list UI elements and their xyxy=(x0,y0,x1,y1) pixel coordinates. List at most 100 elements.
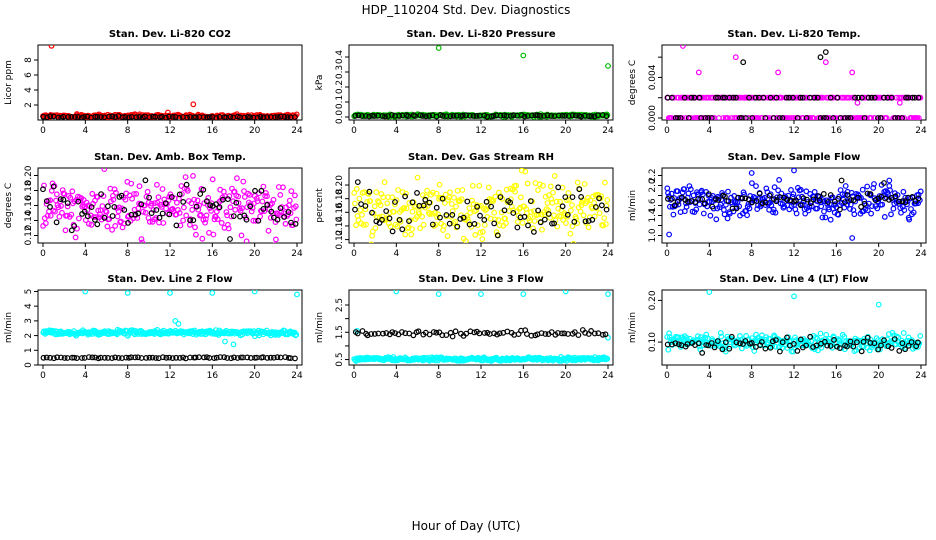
data-point xyxy=(112,222,119,229)
data-point xyxy=(197,191,204,197)
data-point xyxy=(190,172,196,179)
x-tick-label: 0 xyxy=(40,249,46,259)
data-point xyxy=(114,213,121,220)
data-point xyxy=(722,193,728,200)
data-point xyxy=(178,191,185,197)
data-point xyxy=(836,345,843,352)
data-point xyxy=(197,211,204,218)
data-point xyxy=(351,189,358,196)
data-point xyxy=(858,194,864,201)
data-point xyxy=(162,200,169,207)
data-point xyxy=(720,340,726,347)
data-point xyxy=(101,168,108,172)
data-point xyxy=(911,94,918,101)
data-point xyxy=(851,211,858,218)
outlier-point xyxy=(393,290,400,295)
data-point xyxy=(213,201,220,208)
data-point xyxy=(98,114,104,120)
y-axis-label: kPa xyxy=(315,75,325,91)
data-point xyxy=(81,114,87,120)
points-group xyxy=(40,168,300,243)
data-point xyxy=(419,113,426,119)
data-point xyxy=(507,185,514,192)
data-point xyxy=(168,194,175,200)
data-point xyxy=(717,330,724,336)
data-point xyxy=(104,203,111,210)
data-point xyxy=(194,197,201,204)
outlier-point xyxy=(124,290,131,296)
data-point xyxy=(699,196,705,203)
data-point xyxy=(781,203,788,210)
points-group xyxy=(351,290,611,364)
data-point xyxy=(759,339,765,345)
data-point xyxy=(227,204,234,211)
data-point xyxy=(687,186,694,193)
data-point xyxy=(675,115,681,120)
x-tick-label: 16 xyxy=(518,126,530,136)
outlier-point xyxy=(167,290,173,296)
data-point xyxy=(71,223,78,229)
data-point xyxy=(858,94,865,101)
data-point xyxy=(121,206,128,213)
data-point xyxy=(452,218,459,225)
outlier-point xyxy=(740,59,747,66)
data-point xyxy=(190,217,197,224)
data-point xyxy=(417,225,424,232)
data-point xyxy=(40,113,47,120)
data-point xyxy=(469,182,476,189)
data-point xyxy=(265,227,272,234)
data-point xyxy=(203,198,210,205)
data-point xyxy=(817,115,824,120)
data-point xyxy=(835,195,842,202)
data-point xyxy=(510,210,517,216)
data-point xyxy=(901,115,908,120)
data-point xyxy=(381,179,388,186)
data-point xyxy=(274,354,281,361)
x-tick-label: 24 xyxy=(291,371,303,381)
data-point xyxy=(518,168,525,174)
data-point xyxy=(742,338,749,344)
data-point xyxy=(141,202,148,209)
data-point xyxy=(363,221,369,228)
data-point xyxy=(725,115,731,120)
data-point xyxy=(875,346,882,353)
data-point xyxy=(199,235,206,242)
outlier-point xyxy=(849,235,856,241)
data-point xyxy=(200,114,207,120)
data-point xyxy=(790,191,797,198)
data-point xyxy=(159,113,165,120)
y-tick-label: 0 xyxy=(24,362,34,368)
data-point xyxy=(803,115,810,120)
data-point xyxy=(866,347,873,354)
data-point xyxy=(811,94,818,101)
data-point xyxy=(399,226,406,233)
data-point xyxy=(184,114,190,120)
data-point xyxy=(459,112,466,119)
data-point xyxy=(559,203,566,210)
data-point xyxy=(776,176,782,183)
data-point xyxy=(354,185,360,192)
data-point xyxy=(832,198,838,205)
chart-title: Stan. Dev. Li-820 Pressure xyxy=(406,29,556,40)
data-point xyxy=(503,186,510,193)
data-point xyxy=(591,113,598,120)
data-point xyxy=(115,208,122,215)
data-point xyxy=(773,198,780,205)
data-point xyxy=(412,113,418,119)
data-point xyxy=(569,194,576,201)
data-point xyxy=(395,187,402,193)
data-point xyxy=(272,114,278,120)
data-point xyxy=(772,209,779,216)
data-point xyxy=(683,203,690,210)
data-point xyxy=(753,198,760,204)
data-point xyxy=(429,210,435,217)
x-tick-label: 24 xyxy=(291,126,303,136)
data-point xyxy=(600,222,606,229)
data-point xyxy=(443,212,450,218)
data-point xyxy=(285,209,292,215)
x-tick-label: 12 xyxy=(164,371,175,381)
data-point xyxy=(202,219,209,226)
data-point xyxy=(281,214,288,220)
data-point xyxy=(41,182,47,189)
data-point xyxy=(152,355,159,361)
